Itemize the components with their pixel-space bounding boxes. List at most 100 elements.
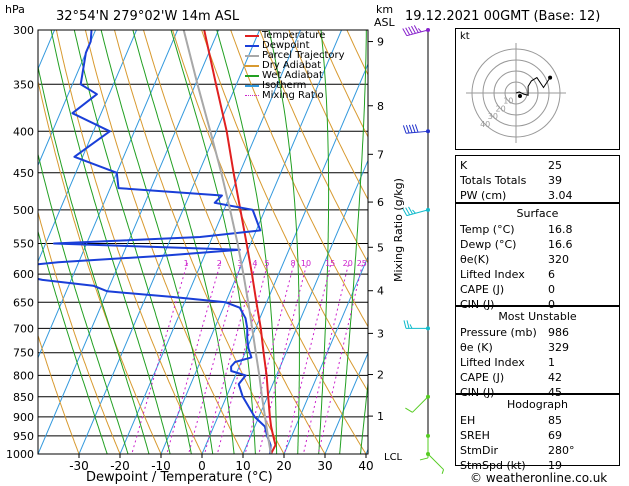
km-tick-label: 1 [377, 410, 384, 423]
table-row: K 25 [460, 158, 615, 173]
table-value: 42 [548, 371, 562, 384]
wind-barb-feather [405, 27, 411, 36]
legend-swatch [245, 45, 259, 47]
table-key: CIN (J) [460, 298, 495, 311]
pressure-tick-label: 500 [13, 204, 34, 217]
legend-swatch [245, 95, 259, 96]
table-key: Temp (°C) [460, 223, 515, 236]
wind-barb-staff [406, 209, 429, 217]
temperature-tick-label: 0 [198, 459, 206, 473]
hodograph-unit-label: kt [460, 31, 470, 42]
wind-barb-feather [417, 28, 422, 33]
table-row: θe (K) 329 [460, 340, 615, 355]
legend-item: Parcel Trajectory [243, 50, 363, 61]
pressure-tick-label: 950 [13, 430, 34, 443]
isotherm-line [38, 30, 138, 263]
hodograph-end-dot [548, 75, 553, 80]
table-key: θe(K) [460, 253, 490, 266]
hodograph-ring-label: 40 [480, 120, 490, 129]
table-key: EH [460, 414, 476, 427]
km-tick-label: 7 [377, 148, 384, 161]
pressure-tick-label: 850 [13, 391, 34, 404]
temperature-tick-label: -10 [151, 459, 171, 473]
mixing-ratio-label: 2 [217, 259, 222, 268]
wet-adiabat-line [318, 30, 330, 454]
wind-barb-feather [405, 207, 411, 216]
km-tick-label: 5 [377, 241, 384, 254]
table-key: K [460, 159, 468, 172]
wet-adiabat-line [132, 30, 235, 454]
table-key: CAPE (J) [460, 283, 505, 296]
table-value: 16.8 [548, 223, 573, 236]
legend-label: Parcel Trajectory [262, 50, 345, 61]
legend-swatch [245, 35, 259, 37]
mixing-ratio-label: 8 [291, 259, 296, 268]
pressure-tick-label: 450 [13, 167, 34, 180]
wind-barb-staff [427, 453, 444, 470]
table-row: Lifted Index 6 [460, 267, 615, 282]
pressure-tick-label: 1000 [6, 448, 34, 461]
wind-barb-dot [426, 129, 430, 134]
table-row: StmDir 280° [460, 443, 615, 458]
pressure-tick-label: 900 [13, 411, 34, 424]
x-axis-title: Dewpoint / Temperature (°C) [86, 470, 273, 485]
wind-barb-feather [408, 206, 413, 215]
dry-adiabat-line [621, 6, 629, 472]
table-value: 16.6 [548, 238, 573, 251]
legend-swatch [245, 65, 259, 67]
dry-adiabat-line [38, 79, 162, 454]
mixing-ratio-line [317, 262, 364, 454]
storm-motion-dot [518, 94, 522, 98]
pressure-tick-label: 350 [13, 78, 34, 91]
mixing-ratio-axis-title: Mixing Ratio (g/kg) [392, 178, 405, 282]
pressure-tick-label: 400 [13, 125, 34, 138]
wind-barb-feather [402, 125, 407, 134]
table-value: 0 [548, 298, 555, 311]
wind-barb-feather [413, 25, 419, 33]
pressure-tick-label: 750 [13, 347, 34, 360]
wind-barb-staff [412, 396, 429, 413]
table-row: PW (cm) 3.04 [460, 188, 615, 203]
pressure-tick-label: 600 [13, 268, 34, 281]
table-key: Lifted Index [460, 356, 525, 369]
wind-barb-staff [406, 130, 429, 134]
table-row: Pressure (mb) 986 [460, 325, 615, 340]
mixing-ratio-line [283, 262, 332, 454]
isotherm-line [119, 30, 302, 454]
wind-barb-feather [402, 208, 408, 216]
asl-axis-title: ASL [374, 16, 395, 29]
legend-item: Dry Adiabat [243, 60, 363, 71]
wind-barb-feather [411, 124, 416, 133]
series-line-dewpoint [38, 30, 272, 454]
copyright-footer: © weatheronline.co.uk [470, 471, 608, 485]
mixing-ratio-line [216, 262, 269, 454]
legend-label: Temperature [262, 30, 326, 41]
dry-adiabat-line [38, 333, 80, 454]
wind-barb-feather [408, 26, 413, 35]
legend-item: Mixing Ratio [243, 90, 363, 101]
table-key: Totals Totals [460, 174, 527, 187]
wet-adiabat-line [268, 30, 300, 454]
isotherm-line [160, 30, 343, 454]
wind-barb-dot [426, 326, 430, 331]
wind-barb-dot [426, 207, 430, 212]
indices-table: K 25 Totals Totals 39 PW (cm) 3.04 [455, 155, 620, 203]
wind-barb-feather [406, 320, 410, 329]
hodograph-ring-label: 30 [488, 112, 498, 121]
table-key: Lifted Index [460, 268, 525, 281]
table-row: StmSpd (kt) 19 [460, 458, 615, 473]
pressure-tick-label: 800 [13, 369, 34, 382]
table-row: CIN (J) 0 [460, 297, 615, 312]
temperature-tick-label: 10 [235, 459, 250, 473]
legend-swatch [245, 55, 259, 57]
dry-adiabat-line [259, 30, 368, 264]
km-tick-label: 6 [377, 196, 384, 209]
legend-label: Dewpoint [262, 40, 310, 51]
table-value: 986 [548, 326, 569, 339]
pressure-tick-label: 700 [13, 322, 34, 335]
mixing-ratio-line [166, 262, 222, 454]
table-value: 85 [548, 414, 562, 427]
table-value: 3.04 [548, 189, 573, 202]
dry-adiabat-line [113, 30, 285, 454]
